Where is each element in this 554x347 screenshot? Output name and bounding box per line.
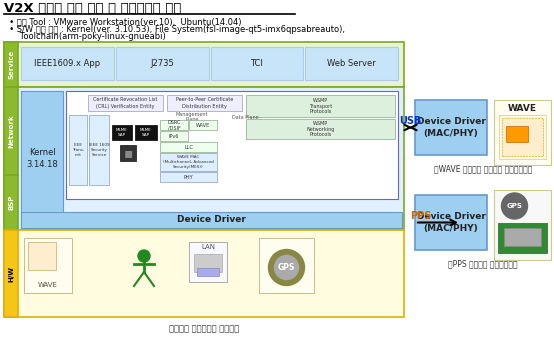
Bar (160, 142, 217, 152)
Text: IPv6: IPv6 (169, 134, 179, 138)
Text: WSMP
Networking
Protocols: WSMP Networking Protocols (306, 121, 335, 137)
Bar (494, 190, 551, 260)
Bar (112, 125, 132, 140)
Bar (24, 238, 72, 293)
Bar (197, 268, 219, 276)
Text: Data Plane: Data Plane (232, 115, 259, 119)
Text: • S/W 개발 환경 : Kernel(ver. 3.10.53), File System(fsl-image-qt5-imx6qpsabreauto),: • S/W 개발 환경 : Kernel(ver. 3.10.53), File… (4, 25, 345, 34)
Text: WAVE: WAVE (196, 122, 210, 127)
Bar (160, 120, 188, 130)
Bar (21, 212, 402, 228)
Text: LLC: LLC (184, 144, 193, 150)
Bar (89, 115, 109, 185)
Text: TCI: TCI (250, 59, 263, 68)
Bar (4, 87, 18, 175)
Text: ▪: ▪ (124, 146, 133, 160)
Text: IEEE 1609
Security
Service: IEEE 1609 Security Service (89, 143, 109, 156)
Bar (259, 238, 314, 293)
Circle shape (274, 255, 299, 279)
Text: LAN: LAN (201, 244, 215, 250)
Bar (498, 223, 547, 253)
Bar (506, 126, 528, 142)
Text: IEEE1609.x App: IEEE1609.x App (34, 59, 100, 68)
Text: Toolchain(arm-poky-linux-gnueabi): Toolchain(arm-poky-linux-gnueabi) (4, 32, 166, 41)
Bar (88, 95, 163, 111)
Text: Peer-to-Peer Certificate
Distribution Entity: Peer-to-Peer Certificate Distribution En… (176, 98, 233, 109)
Bar (135, 125, 157, 140)
Text: PHY: PHY (184, 175, 193, 179)
Bar (116, 47, 208, 80)
Text: BSP: BSP (8, 195, 14, 210)
Text: Certificate Revocation List
(CRL) Verification Entity: Certificate Revocation List (CRL) Verifi… (93, 98, 158, 109)
Bar (494, 100, 551, 165)
Bar (194, 254, 222, 272)
Text: H/W: H/W (8, 265, 14, 281)
Text: Device Driver
(MAC/PHY): Device Driver (MAC/PHY) (417, 212, 485, 233)
Bar (21, 47, 114, 80)
Text: J2735: J2735 (150, 59, 174, 68)
Text: IEEE
Trans-
mit: IEEE Trans- mit (72, 143, 84, 156)
Bar (246, 95, 395, 117)
Bar (4, 42, 404, 87)
Circle shape (501, 193, 527, 219)
Bar (66, 91, 398, 199)
Text: WAVE MAC
(Multichannel, Advanced
Security(MES)): WAVE MAC (Multichannel, Advanced Securit… (163, 155, 214, 169)
Text: Device Driver
(MAC/PHY): Device Driver (MAC/PHY) (417, 117, 485, 138)
Bar (160, 153, 217, 171)
Bar (160, 131, 188, 141)
Text: MLME
SAP: MLME SAP (140, 128, 152, 137)
Text: Web Server: Web Server (327, 59, 376, 68)
Text: Device Driver: Device Driver (177, 215, 246, 225)
Text: PPS: PPS (410, 211, 431, 220)
Bar (246, 119, 395, 139)
Circle shape (269, 249, 305, 286)
Bar (28, 242, 56, 270)
Bar (21, 91, 63, 226)
Text: MLME
SAP: MLME SAP (116, 128, 128, 137)
Bar (499, 115, 546, 159)
Text: GPS: GPS (506, 203, 522, 209)
Text: Service: Service (8, 50, 14, 79)
Bar (167, 95, 242, 111)
Bar (69, 115, 87, 185)
Text: WAVE: WAVE (508, 103, 537, 112)
Text: Network: Network (8, 114, 14, 148)
Text: USB: USB (399, 116, 422, 126)
Text: 〈시스템 소프트웨어 구조도〉: 〈시스템 소프트웨어 구조도〉 (169, 324, 239, 333)
Bar (189, 242, 227, 282)
Bar (4, 87, 404, 230)
Text: DSRC
/DSIF: DSRC /DSIF (167, 120, 181, 130)
Bar (305, 47, 398, 80)
Bar (415, 100, 487, 155)
Bar (4, 42, 18, 87)
Text: WAVE: WAVE (38, 282, 58, 288)
Text: WSMP
Transport
Protocols: WSMP Transport Protocols (309, 98, 332, 114)
Bar (211, 47, 303, 80)
Text: 〈WAVE 디바이스 드라이버 인터페이스〉: 〈WAVE 디바이스 드라이버 인터페이스〉 (434, 164, 532, 174)
Bar (160, 172, 217, 182)
Text: GPS: GPS (278, 263, 295, 272)
Text: 〈PPS 동기신호 인터페이스〉: 〈PPS 동기신호 인터페이스〉 (448, 260, 518, 269)
Text: • 개발 Tool : VMware Workstation(ver.10),  Ubuntu(14.04): • 개발 Tool : VMware Workstation(ver.10), … (4, 17, 242, 26)
Bar (120, 145, 136, 161)
Bar (4, 230, 404, 317)
Circle shape (138, 250, 150, 262)
Bar (4, 230, 18, 317)
Text: Management
Plane: Management Plane (176, 112, 208, 122)
Bar (4, 175, 18, 230)
Bar (415, 195, 487, 250)
Text: Kernel
3.14.18: Kernel 3.14.18 (26, 148, 58, 169)
Text: V2X 단말기 개발 환경 및 소프트웨어 구조: V2X 단말기 개발 환경 및 소프트웨어 구조 (4, 2, 181, 15)
Bar (189, 120, 217, 130)
Bar (504, 228, 541, 246)
Bar (502, 118, 543, 156)
